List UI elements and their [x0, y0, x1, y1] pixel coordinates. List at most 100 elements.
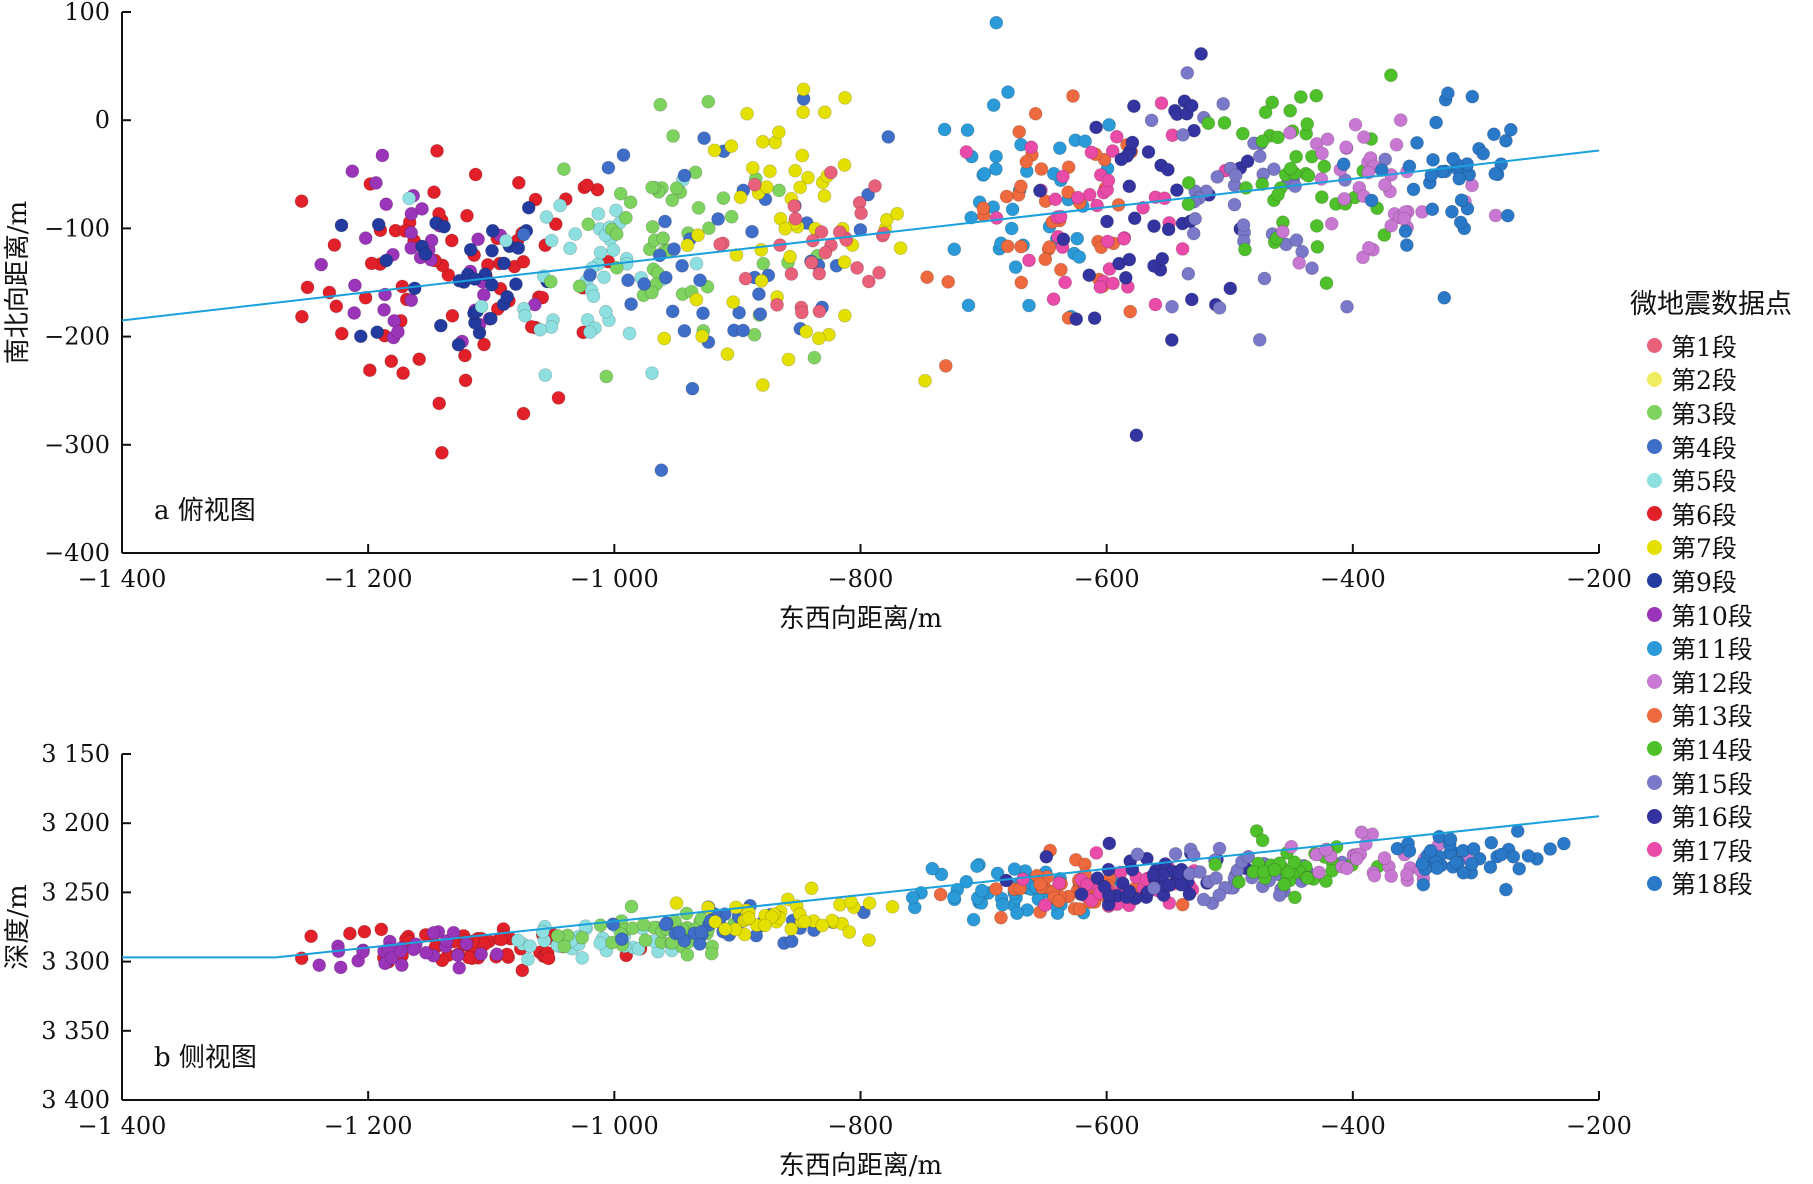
data-point [797, 914, 812, 929]
data-point [824, 165, 838, 180]
data-point [753, 307, 768, 322]
data-point [1033, 877, 1047, 891]
data-point [1022, 253, 1036, 268]
data-point [424, 233, 439, 248]
data-point [578, 919, 593, 934]
data-point [1258, 105, 1273, 120]
data-point [1271, 187, 1285, 202]
data-point [516, 227, 531, 242]
data-point [452, 961, 467, 975]
data-point [736, 323, 750, 338]
data-point [1521, 849, 1536, 863]
legend-label: 第2段 [1671, 366, 1737, 396]
legend-marker [1647, 842, 1662, 858]
data-point [872, 265, 886, 280]
top-view-y-tick-label: 100 [64, 0, 110, 26]
data-point [1228, 168, 1243, 183]
data-point [1196, 892, 1211, 907]
side-view-points [294, 824, 1571, 978]
legend-label: 第9段 [1671, 567, 1737, 597]
data-point [1109, 129, 1124, 144]
data-point [533, 322, 548, 337]
data-point [1147, 219, 1161, 234]
data-point [1054, 262, 1068, 277]
data-point [613, 186, 628, 201]
data-point [1284, 839, 1299, 854]
legend-label: 第16段 [1671, 803, 1753, 833]
data-point [1425, 202, 1440, 217]
data-point [1058, 275, 1072, 290]
data-point [601, 160, 616, 175]
data-point [1357, 130, 1371, 145]
legend-item: 第7段 [1626, 531, 1813, 565]
legend-marker [1647, 573, 1662, 589]
data-point [402, 191, 417, 206]
data-point [754, 273, 769, 288]
data-point [1004, 221, 1019, 236]
data-point [1449, 855, 1464, 870]
data-point [568, 227, 583, 241]
data-point [541, 951, 556, 966]
data-point [665, 193, 680, 208]
data-point [689, 256, 704, 271]
data-point [693, 273, 707, 288]
data-point [636, 917, 651, 932]
data-point [658, 270, 673, 285]
data-point [593, 936, 608, 951]
data-point [745, 160, 760, 175]
data-point [959, 145, 974, 159]
data-point [333, 960, 348, 975]
data-point [485, 223, 500, 238]
data-point [430, 143, 444, 158]
data-point [1399, 238, 1414, 253]
data-point [1430, 861, 1444, 876]
data-point [347, 306, 362, 320]
legend-label: 第1段 [1671, 332, 1737, 362]
data-point [772, 125, 786, 140]
data-point [538, 368, 553, 383]
data-point [1118, 270, 1133, 285]
legend-marker [1647, 607, 1662, 623]
data-point [444, 233, 459, 248]
data-point [314, 257, 329, 272]
side-view-y-tick-label: 3 350 [41, 1017, 110, 1045]
side-view-y-tick-label: 3 300 [41, 948, 110, 976]
legend-item: 第12段 [1626, 665, 1813, 699]
legend-item: 第1段 [1626, 329, 1813, 363]
data-point [1014, 179, 1028, 194]
data-point [572, 279, 587, 294]
data-point [989, 15, 1004, 30]
data-point [795, 148, 810, 163]
data-point [1125, 135, 1140, 150]
data-point [1127, 211, 1142, 226]
data-point [1010, 906, 1024, 921]
data-point [1423, 843, 1438, 858]
data-point [755, 378, 770, 392]
data-point [1175, 241, 1190, 256]
data-point [799, 324, 814, 339]
data-point [812, 304, 827, 319]
data-point [1292, 255, 1307, 270]
data-point [1161, 222, 1176, 237]
legend-marker [1647, 674, 1662, 690]
data-point [1476, 146, 1491, 161]
data-point [1283, 103, 1298, 118]
data-point [974, 883, 989, 898]
data-point [1216, 97, 1231, 111]
data-point [509, 277, 523, 292]
top-view-x-tick-label: −1 200 [324, 565, 413, 593]
data-point [1056, 232, 1071, 247]
data-point [1315, 146, 1329, 161]
data-point [474, 299, 489, 314]
data-point [1287, 855, 1302, 870]
data-point [1074, 887, 1089, 902]
data-point [1281, 865, 1296, 880]
side-view-y-tick-label: 3 250 [41, 878, 110, 906]
side-view-x-tick-label: −400 [1320, 1112, 1386, 1140]
data-point [801, 170, 815, 185]
data-point [1288, 890, 1302, 905]
data-point [796, 82, 811, 97]
data-point [516, 406, 531, 421]
data-point [1484, 835, 1499, 850]
data-point [1393, 113, 1408, 127]
